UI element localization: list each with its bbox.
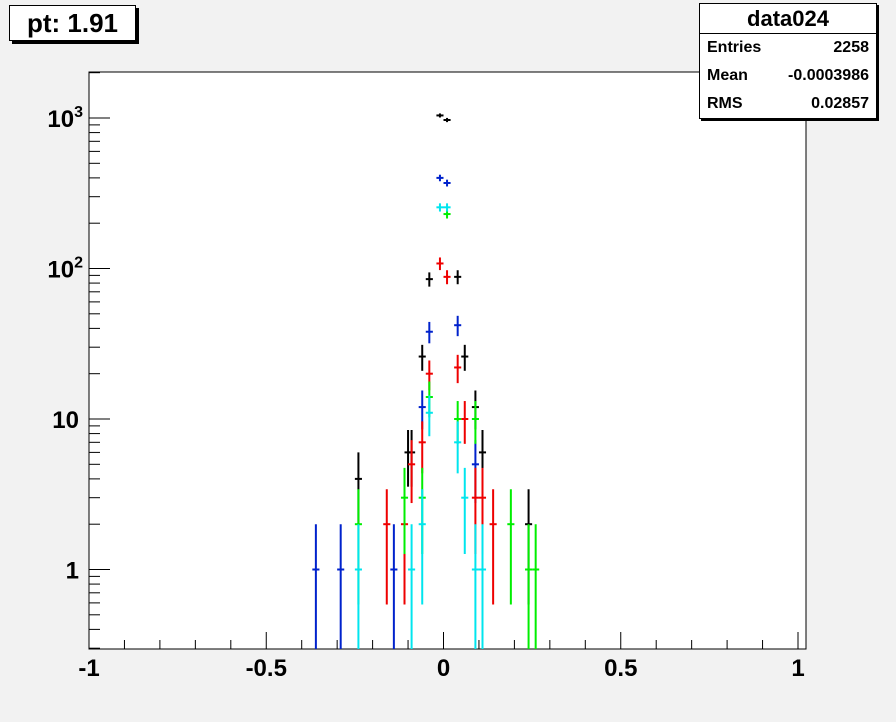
x-tick-label: 0 <box>437 655 450 682</box>
data-point <box>454 315 462 337</box>
y-tick-label: 103 <box>47 104 83 133</box>
x-tick-label: 1 <box>791 655 804 682</box>
data-point <box>443 179 451 187</box>
data-point <box>418 489 426 605</box>
axes: -1 -0.5 0 0.5 1 1 10 102 103 <box>47 72 805 682</box>
data-point <box>443 203 451 212</box>
stats-row-entries: Entries 2258 <box>700 34 876 62</box>
x-tick-label: 0.5 <box>604 655 637 682</box>
data-point <box>312 524 320 649</box>
data-point <box>489 489 497 605</box>
data-point <box>408 524 416 649</box>
data-point <box>390 524 398 649</box>
stats-label: RMS <box>707 95 743 112</box>
stats-row-mean: Mean -0.0003986 <box>700 62 876 90</box>
plot-title: pt: 1.91 <box>9 5 136 41</box>
stats-box: data024 Entries 2258 Mean -0.0003986 RMS… <box>699 3 877 119</box>
stats-row-rms: RMS 0.02857 <box>700 90 876 118</box>
series-4 <box>354 203 487 649</box>
data-point <box>454 354 462 384</box>
stats-value: -0.0003986 <box>788 67 869 84</box>
data-point <box>436 113 444 118</box>
data-point <box>454 270 462 285</box>
y-tick-label: 102 <box>47 255 83 284</box>
data-point <box>383 489 391 605</box>
stats-value: 0.02857 <box>811 95 869 112</box>
data-point <box>418 344 426 371</box>
data-point <box>425 272 433 287</box>
data-point <box>418 421 426 474</box>
stats-name: data024 <box>700 4 876 34</box>
data-point <box>507 489 515 605</box>
data-point <box>443 270 451 285</box>
data-point <box>461 344 469 371</box>
data-point <box>443 117 451 123</box>
stats-value: 2258 <box>833 39 869 56</box>
data-point <box>408 440 416 504</box>
y-tick-label: 10 <box>52 407 79 434</box>
y-tick-label: 1 <box>66 558 79 585</box>
data-point <box>436 203 444 212</box>
data-point <box>471 401 479 444</box>
series-1 <box>312 174 479 649</box>
data-point <box>436 174 444 182</box>
data-point <box>436 257 444 271</box>
data-point <box>354 524 362 649</box>
data-point <box>454 421 462 474</box>
data-marks <box>312 113 540 649</box>
data-point <box>425 321 433 344</box>
data-point <box>532 524 540 649</box>
data-point <box>525 524 533 649</box>
data-point <box>471 524 479 649</box>
data-point <box>400 467 409 554</box>
plot-frame <box>88 71 807 650</box>
data-point <box>461 401 469 444</box>
data-point <box>461 467 469 554</box>
stats-label: Mean <box>707 67 748 84</box>
data-point <box>337 524 345 649</box>
stats-label: Entries <box>707 39 762 56</box>
x-tick-label: -1 <box>78 655 99 682</box>
data-point <box>425 395 433 437</box>
x-tick-label: -0.5 <box>246 655 287 682</box>
data-point <box>478 524 487 649</box>
